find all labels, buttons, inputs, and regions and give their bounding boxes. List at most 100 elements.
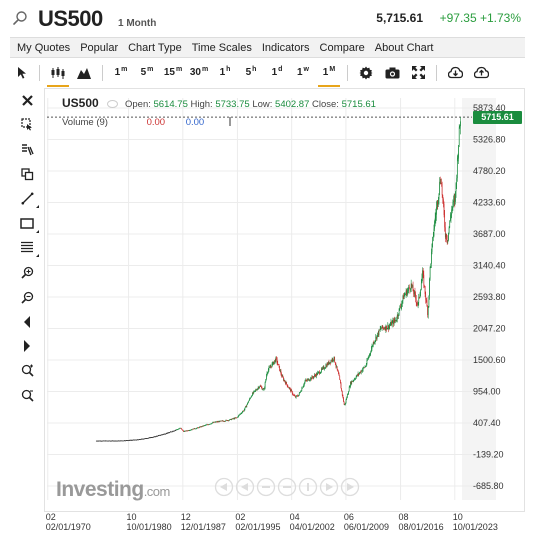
cursor-tool-icon[interactable] bbox=[10, 62, 34, 84]
candle-body bbox=[123, 440, 125, 442]
candlestick-chart-icon[interactable] bbox=[45, 62, 71, 87]
candle-body bbox=[428, 295, 430, 308]
candle-body bbox=[138, 439, 140, 441]
candle-body bbox=[229, 419, 231, 420]
candle-body bbox=[104, 440, 105, 442]
candle-body bbox=[286, 382, 287, 385]
candle-body bbox=[124, 440, 126, 442]
candle-body bbox=[191, 429, 193, 431]
candle-body bbox=[136, 439, 138, 441]
area-chart-icon[interactable] bbox=[71, 62, 97, 84]
candle-body bbox=[438, 193, 440, 200]
candle-body bbox=[405, 290, 407, 295]
candle-body bbox=[109, 440, 111, 442]
gear-icon[interactable] bbox=[353, 62, 379, 84]
menu-about-chart[interactable]: About Chart bbox=[374, 41, 434, 54]
candle-body bbox=[327, 363, 329, 365]
trend-line-icon[interactable] bbox=[13, 186, 41, 211]
rectangle-tool-icon[interactable] bbox=[13, 211, 41, 236]
candle-body bbox=[357, 374, 358, 376]
candle-body bbox=[415, 298, 417, 303]
candle-body bbox=[380, 328, 382, 330]
fibonacci-tool-icon[interactable] bbox=[13, 236, 41, 261]
zoom-in-icon[interactable] bbox=[13, 260, 41, 285]
candle-body bbox=[159, 434, 160, 436]
candle-body bbox=[443, 199, 444, 205]
candle-body bbox=[184, 430, 186, 432]
candle-body bbox=[440, 182, 442, 184]
candle-body bbox=[441, 182, 442, 184]
crosshair-cursor-icon[interactable] bbox=[13, 113, 41, 138]
candle-body bbox=[376, 336, 377, 340]
magnet-zoom-in-icon[interactable] bbox=[13, 359, 41, 384]
menu-my-quotes[interactable]: My Quotes bbox=[17, 41, 71, 54]
candle-body bbox=[157, 435, 159, 437]
candle-body bbox=[333, 359, 334, 361]
save-chart-icon[interactable] bbox=[468, 62, 494, 84]
candle-body bbox=[307, 379, 308, 381]
x-tick-label-bottom: 12/01/1987 bbox=[181, 522, 226, 532]
candle-body bbox=[243, 409, 245, 411]
search-icon[interactable] bbox=[12, 10, 28, 26]
candle-body bbox=[283, 380, 285, 381]
candle-body bbox=[434, 217, 436, 222]
legend-eye-icon[interactable] bbox=[107, 100, 119, 109]
candle-body bbox=[327, 361, 329, 365]
legend-symbol: US500 bbox=[62, 96, 99, 110]
menu-indicators[interactable]: Indicators bbox=[261, 41, 310, 54]
pattern-tool-icon[interactable] bbox=[13, 137, 41, 162]
candle-body bbox=[411, 283, 413, 287]
candle-body bbox=[182, 429, 184, 431]
candle-body bbox=[377, 332, 379, 336]
load-chart-icon[interactable] bbox=[442, 62, 468, 84]
chart-navigation-controls[interactable] bbox=[214, 477, 364, 497]
candle-body bbox=[424, 285, 425, 287]
chart-panel[interactable] bbox=[44, 88, 525, 512]
candle-body bbox=[150, 437, 152, 439]
zoom-out-icon[interactable] bbox=[13, 285, 41, 310]
drawing-toolbar bbox=[13, 88, 41, 408]
candle-body bbox=[122, 440, 124, 442]
candle-body bbox=[435, 214, 437, 218]
copy-icon[interactable] bbox=[13, 162, 41, 187]
scroll-right-icon[interactable] bbox=[13, 334, 41, 359]
fullscreen-icon[interactable] bbox=[405, 62, 431, 84]
close-icon[interactable] bbox=[13, 88, 41, 113]
candle-body bbox=[314, 375, 315, 377]
candle-body bbox=[396, 319, 397, 322]
candle-body bbox=[183, 430, 184, 432]
menu-time-scales[interactable]: Time Scales bbox=[191, 41, 252, 54]
x-tick-label-top: 02 bbox=[46, 512, 56, 522]
candle-body bbox=[403, 295, 405, 299]
candle-body bbox=[329, 362, 331, 364]
menu-compare[interactable]: Compare bbox=[319, 41, 365, 54]
scroll-left-icon[interactable] bbox=[13, 309, 41, 334]
camera-icon[interactable] bbox=[379, 62, 405, 84]
candle-body bbox=[369, 354, 370, 357]
magnet-zoom-out-icon[interactable] bbox=[13, 383, 41, 408]
candle-body bbox=[241, 412, 243, 414]
timeframe-30m[interactable]: 30 m bbox=[189, 66, 209, 78]
candle-body bbox=[292, 393, 294, 395]
menu-popular[interactable]: Popular bbox=[80, 41, 119, 54]
candle-body bbox=[262, 389, 263, 391]
timeframe-15m[interactable]: 15 m bbox=[163, 66, 183, 78]
candle-body bbox=[425, 294, 427, 300]
menu-chart-type[interactable]: Chart Type bbox=[128, 41, 182, 54]
candle-body bbox=[156, 435, 158, 437]
legend-close: 5715.61 bbox=[341, 99, 376, 110]
candle-body bbox=[344, 404, 346, 406]
candle-body bbox=[432, 236, 434, 245]
x-tick-label-bottom: 08/01/2016 bbox=[399, 522, 444, 532]
candle-body bbox=[443, 204, 445, 215]
candle-body bbox=[320, 371, 322, 374]
candle-body bbox=[393, 319, 395, 325]
